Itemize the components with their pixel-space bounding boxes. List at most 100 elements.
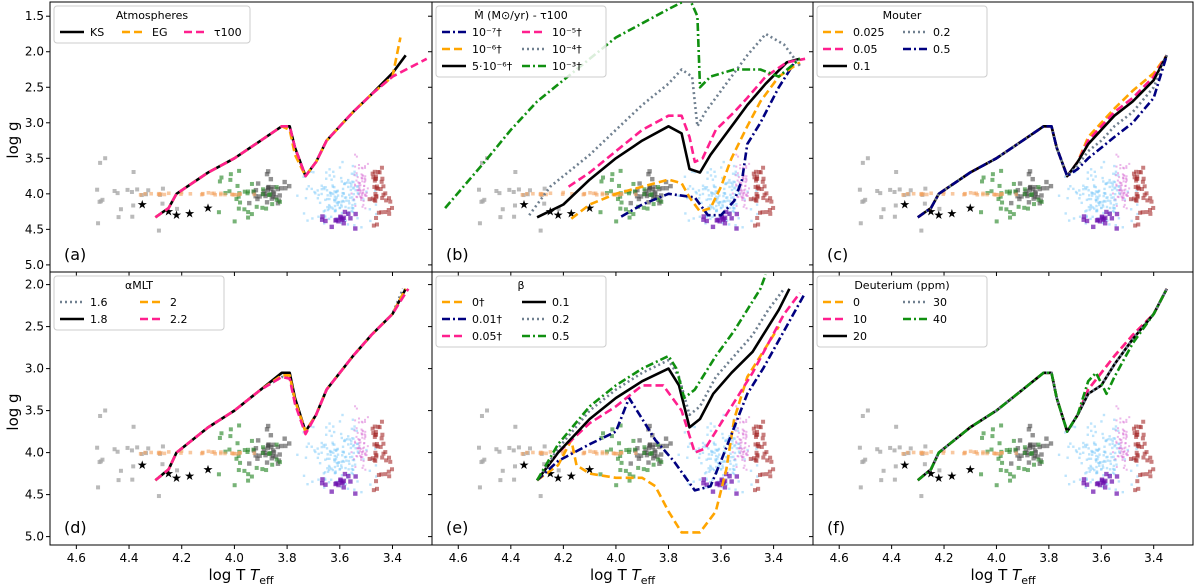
legend-entry: 40 — [933, 313, 947, 326]
x-tick-label: 3.6 — [1092, 551, 1111, 565]
legend-box — [53, 5, 251, 44]
panel-2: Ṁ (M⊙/yr) - τ100 10⁻⁷† 10⁻⁶† 5·10⁻⁶† 10⁻⁵† 10… — [428, 1, 814, 276]
observations-panel-3: ★★ ★★ ★ — [857, 153, 1156, 233]
series-line — [536, 325, 780, 534]
series-line — [917, 54, 1169, 219]
y-tick-label: 2.0 — [25, 278, 44, 292]
panel-letter: (b) — [446, 245, 469, 264]
svg-text:★: ★ — [171, 208, 182, 222]
panel-4: 4.6 4.4 4.2 4.0 3.8 3.6 3.4 2.0 2.5 3.0 3.5 4.0 4.5 5… — [25, 271, 433, 565]
legend-entry: 1.6 — [90, 296, 108, 309]
legend-entry: KS — [90, 26, 104, 39]
x-tick-label: 4.0 — [606, 551, 625, 565]
panel-letter: (c) — [827, 245, 848, 264]
xlabel: log T Teff — [208, 566, 274, 587]
series-line — [620, 61, 796, 218]
series-line — [916, 288, 1168, 482]
svg-text:★: ★ — [519, 458, 530, 472]
series-line — [917, 54, 1168, 219]
legend: β 0† 0.01† 0.05† 0.1 0.2 0.5 — [435, 275, 607, 348]
ylabel-top: log g — [4, 121, 22, 158]
y-tick-label: 5.0 — [25, 258, 44, 272]
x-tick-label: 4.0 — [987, 551, 1006, 565]
svg-text:★: ★ — [137, 198, 148, 212]
svg-text:★: ★ — [899, 198, 910, 212]
y-tick-label: 4.5 — [25, 488, 44, 502]
panel-letter: (d) — [64, 518, 87, 537]
x-tick-label: 3.8 — [1039, 551, 1058, 565]
y-tick-label: 2.0 — [25, 45, 44, 59]
legend: Ṁ (M⊙/yr) - τ100 10⁻⁷† 10⁻⁶† 5·10⁻⁶† 10⁻⁵† 10… — [435, 5, 607, 78]
panel-letter: (a) — [64, 245, 86, 264]
y-tick-label: 1.5 — [25, 9, 44, 23]
x-tick-label: 3.6 — [330, 551, 349, 565]
observations-panel-2: ★★ ★★ ★ — [476, 153, 776, 233]
legend-entry: 10 — [853, 313, 867, 326]
legend-entry: 0.05† — [472, 330, 502, 343]
legend-title: β — [517, 279, 524, 292]
panels-layer: 1.5 2.0 2.5 3.0 3.5 4.0 4.5 5.0 Atmospheres KS EG τ… — [25, 1, 1194, 565]
panel-3: Mouter 0.025 0.05 0.1 0.2 0.5 (c) — [809, 1, 1194, 276]
x-tick-label: 4.6 — [830, 551, 849, 565]
x-tick-label: 4.2 — [554, 551, 573, 565]
observations-panel-4: ★★ ★★ ★ — [95, 405, 395, 499]
series-line — [528, 32, 801, 216]
legend-entry: 2 — [170, 296, 177, 309]
legend-entry: 0.05 — [853, 43, 878, 56]
x-tick-label: 3.8 — [659, 551, 678, 565]
series-line — [916, 288, 1168, 482]
svg-text:★: ★ — [933, 471, 944, 485]
legend-entry: 0.2 — [933, 26, 951, 39]
svg-text:★: ★ — [933, 208, 944, 222]
legend-entry: 2.2 — [170, 313, 188, 326]
x-tick-label: 3.4 — [764, 551, 783, 565]
x-tick-label: 3.4 — [1144, 551, 1163, 565]
series-line — [444, 2, 801, 209]
y-tick-label: 2.5 — [25, 80, 44, 94]
series-line — [536, 292, 807, 492]
y-tick-label: 3.0 — [25, 116, 44, 130]
observations-panel-1: ★★ ★★ ★ — [95, 153, 395, 233]
x-tick-label: 3.6 — [711, 551, 730, 565]
legend-title: Atmospheres — [116, 9, 189, 22]
svg-text:★: ★ — [947, 207, 958, 221]
svg-text:★: ★ — [137, 458, 148, 472]
legend-entry: 10⁻³† — [552, 60, 582, 73]
panel-letter: (f) — [827, 518, 845, 537]
svg-text:★: ★ — [553, 471, 564, 485]
x-tick-label: 4.4 — [882, 551, 901, 565]
x-tick-label: 4.6 — [67, 551, 86, 565]
legend-box — [435, 5, 607, 78]
legend: Deuterium (ppm) 0 10 20 30 40 — [816, 275, 988, 348]
svg-text:★: ★ — [163, 467, 174, 481]
axes-frame — [812, 271, 1194, 546]
y-tick-label: 3.0 — [25, 362, 44, 376]
svg-text:★: ★ — [566, 469, 577, 483]
series-line — [536, 292, 801, 482]
svg-text:★: ★ — [171, 471, 182, 485]
series-line — [567, 57, 806, 188]
svg-text:★: ★ — [203, 462, 214, 476]
panel-6: 4.6 4.4 4.2 4.0 3.8 3.6 3.4 Deuterium (ppm) 0 10 2… — [809, 271, 1194, 565]
y-tick-label: 3.5 — [25, 151, 44, 165]
svg-text:★: ★ — [584, 201, 595, 215]
series-line — [917, 54, 1169, 219]
xlabel: log T Teff — [590, 566, 656, 587]
svg-text:★: ★ — [184, 207, 195, 221]
observation-scatter-layer: ★★ ★★ ★★★ ★★ ★★★ ★★ ★★★ ★★ ★★★ ★★ ★★★ ★★ ★ — [95, 153, 1156, 499]
svg-text:★: ★ — [203, 201, 214, 215]
legend-entry: 10⁻⁶† — [472, 43, 502, 56]
legend: Atmospheres KS EG τ100 — [53, 5, 251, 44]
axis-labels-layer: log g log g log T Teff log T Teff log T Te… — [4, 121, 1036, 587]
y-tick-label: 5.0 — [25, 530, 44, 544]
legend-title: Ṁ (M⊙/yr) - τ100 — [474, 9, 568, 22]
legend-entry: 5·10⁻⁶† — [472, 60, 513, 73]
series-line — [535, 274, 767, 481]
svg-text:★: ★ — [163, 205, 174, 219]
x-tick-label: 4.0 — [225, 551, 244, 565]
y-tick-label: 3.5 — [25, 404, 44, 418]
legend-entry: 10⁻⁷† — [472, 26, 502, 39]
legend-box — [435, 275, 607, 348]
x-tick-label: 4.4 — [119, 551, 138, 565]
